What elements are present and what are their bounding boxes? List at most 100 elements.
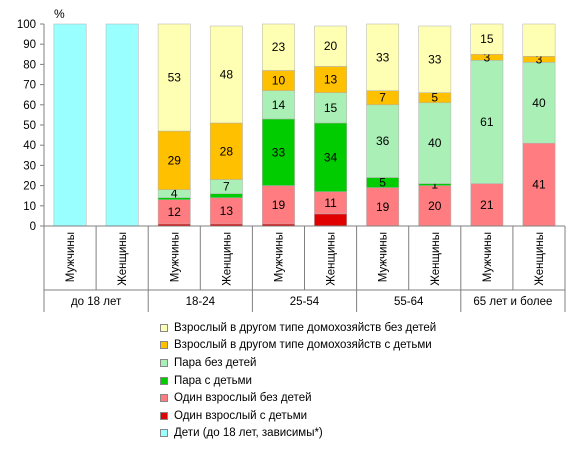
bar-segment [209,25,243,124]
group-label: 65 лет и более [473,296,552,308]
bar-segment [157,23,191,132]
x-tick-label: Женщины [534,232,546,286]
bar-segment [522,142,556,227]
bar-segment [314,25,347,67]
legend-label: Дети (до 18 лет, зависимы*) [174,427,323,440]
data-label: 3 [484,50,491,64]
legend-item: Один взрослый с детьми [160,407,460,425]
group-label: 55-64 [394,296,424,308]
data-label: 20 [324,39,338,53]
legend-label: Один взрослый без детей [174,392,312,405]
bar-segment [314,122,347,192]
bar-segment [262,185,295,225]
legend-item: Пара без детей [160,354,460,372]
bar-segment [470,60,504,184]
data-label: 12 [168,205,182,219]
data-label: 13 [220,204,234,218]
data-label: 33 [428,52,442,66]
legend-item: Пара с детьми [160,372,460,390]
y-tick-label: 40 [23,140,36,152]
data-label: 3 [536,52,543,66]
bar-segment [366,104,400,178]
data-label: 5 [431,91,438,105]
y-tick-label: 90 [23,39,36,51]
data-label: 5 [379,176,386,190]
x-tick-label: Женщины [117,232,129,286]
x-tick-label: Мужчины [169,232,181,282]
bar-segment [366,23,400,91]
legend-item: Дети (до 18 лет, зависимы*) [160,425,460,443]
legend-swatch [160,376,168,385]
data-label: 28 [220,144,234,158]
bar-segment [262,90,295,120]
legend-label: Пара без детей [174,356,257,369]
data-label: 7 [223,180,230,194]
bar-segment [157,199,191,225]
legend-label: Взрослый в другом типе домохозяйств с де… [174,339,432,352]
x-tick-label: Женщины [221,232,233,286]
legend-label: Взрослый в другом типе домохозяйств без … [174,321,437,334]
bar-segment [470,183,504,227]
data-label: 10 [272,74,286,88]
plot-area: 0102030405060708090100124295313728481933… [17,19,566,312]
legend-swatch [160,411,168,420]
bar-segment [314,213,347,227]
legend-swatch [160,429,168,438]
bar-segment [366,187,400,227]
bar-segment [314,92,347,124]
x-tick-label: Мужчины [378,232,390,282]
legend-swatch [160,323,168,332]
data-label: 21 [480,198,494,212]
bar-segment [522,23,556,57]
data-label: 15 [324,101,338,115]
data-label: 1 [431,178,438,192]
data-label: 29 [168,153,182,167]
data-label: 36 [376,134,390,148]
data-label: 48 [220,68,234,82]
y-tick-label: 60 [23,100,36,112]
data-label: 53 [168,71,182,85]
legend-label: Один взрослый с детьми [174,409,308,422]
legend-swatch [160,341,168,350]
group-label: 18-24 [186,296,216,308]
y-tick-label: 20 [23,181,36,193]
y-tick-label: 10 [23,201,36,213]
legend-swatch [160,394,168,403]
bar-segment [470,23,504,55]
data-label: 7 [379,91,386,105]
data-label: 23 [272,40,286,54]
data-label: 40 [532,96,546,110]
bar-segment [314,66,347,93]
data-label: 15 [480,32,494,46]
y-tick-label: 30 [23,160,36,172]
bar-segment [209,193,243,198]
data-label: 40 [428,136,442,150]
data-label: 33 [376,50,390,64]
bar-segment [157,130,191,190]
data-label: 19 [272,198,286,212]
data-label: 33 [272,145,286,159]
y-tick-label: 70 [23,80,36,92]
y-tick-label: 50 [23,120,36,132]
bar-segment [262,23,295,71]
group-label: 25-54 [290,296,320,308]
bar-segment [53,23,87,227]
bar-segment [418,25,452,93]
legend-swatch [160,358,168,367]
y-axis-unit-label: % [54,7,65,21]
legend-item: Взрослый в другом типе домохозяйств с де… [160,337,460,355]
data-label: 11 [324,196,337,210]
x-tick-label: Женщины [430,232,442,286]
x-tick-label: Женщины [326,232,338,286]
data-label: 20 [428,199,442,213]
legend-label: Пара с детьми [174,374,252,387]
y-tick-label: 100 [17,19,36,31]
legend-item: Один взрослый без детей [160,389,460,407]
group-label: до 18 лет [71,296,122,308]
x-tick-label: Мужчины [273,232,285,282]
bar-segment [209,197,243,225]
bar-segment [105,23,139,227]
legend: Взрослый в другом типе домохозяйств без … [160,319,460,442]
x-tick-label: Мужчины [482,232,494,282]
